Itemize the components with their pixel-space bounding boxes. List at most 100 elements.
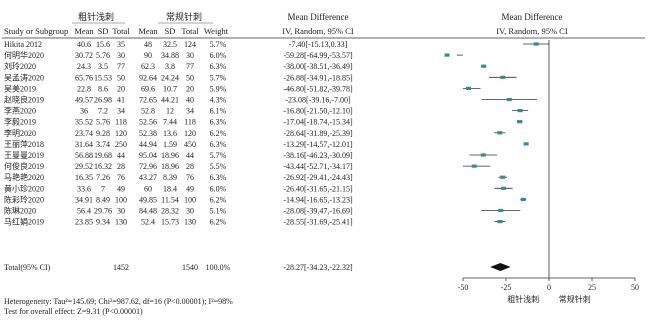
study-w-cell: 6.1% (210, 107, 227, 116)
study-n1-cell: 49 (117, 184, 125, 193)
study-name-cell: 黄小珍2020 (4, 183, 44, 193)
study-m2-cell: 95.04 (139, 151, 157, 160)
weight-header: Weight (204, 26, 229, 36)
study-name-cell: 吴孟涛2020 (4, 72, 44, 82)
study-w-cell: 6.0% (210, 184, 227, 193)
study-w-cell: 5.9% (210, 84, 227, 93)
study-m2-cell: 90 (144, 51, 152, 60)
study-sd1-cell: 5.76 (96, 51, 110, 60)
study-m1-cell: 30.72 (75, 51, 93, 60)
plot-column-subtitle: IV, Random, 95% CI (496, 26, 568, 36)
study-name-cell: 李燕2020 (4, 106, 36, 116)
study-n1-cell: 50 (117, 73, 125, 82)
study-m2-cell: 52.8 (141, 107, 155, 116)
ctrl-total-header: Total (181, 26, 199, 36)
x-tick-label: 50 (631, 283, 639, 292)
study-name-cell: 吴美2019 (4, 83, 36, 93)
total-n1-cell: 1452 (113, 263, 129, 272)
study-w-cell: 4.3% (210, 96, 227, 105)
study-n2-cell: 44 (186, 151, 194, 160)
study-m2-cell: 72.96 (139, 162, 157, 171)
study-sd1-cell: 8.49 (96, 195, 110, 204)
study-w-cell: 5.1% (210, 207, 227, 216)
study-n1-cell: 34 (117, 107, 125, 116)
study-m1-cell: 31.64 (75, 140, 93, 149)
study-w-cell: 6.3% (210, 173, 227, 182)
x-tick-label: -25 (501, 283, 512, 292)
ctrl-sd-header: SD (165, 26, 176, 36)
study-name-cell: 王丽萍2018 (4, 139, 44, 149)
study-n1-cell: 35 (117, 40, 125, 49)
point-estimate-marker (501, 186, 507, 190)
study-m1-cell: 56.4 (77, 207, 91, 216)
study-ci-cell: -16.80[-21.50,-12.10] (283, 107, 353, 116)
point-estimate-marker (517, 120, 523, 124)
study-ci-cell: -38.16[-46.23,-30.09] (283, 151, 353, 160)
total-ci-cell: -28.27[-34.23,-22.32] (283, 263, 353, 272)
study-sd1-cell: 15.53 (94, 73, 112, 82)
study-w-cell: 6.0% (210, 51, 227, 60)
study-column-header: Study or Subgroup (4, 26, 68, 36)
study-ci-cell: -38.00[-38.51,-36.49] (283, 62, 353, 71)
study-n1-cell: 30 (117, 51, 125, 60)
study-m1-cell: 65.76 (75, 73, 93, 82)
study-name-cell: 陈彩玲2020 (4, 194, 44, 204)
study-m2-cell: 52.38 (139, 129, 157, 138)
study-n1-cell: 100 (115, 195, 127, 204)
point-estimate-marker (480, 153, 486, 157)
study-sd1-cell: 9.34 (96, 218, 110, 227)
study-n1-cell: 250 (115, 140, 127, 149)
study-ci-cell: -26.40[-31.65,-21.15] (283, 184, 353, 193)
study-m1-cell: 29.52 (75, 162, 93, 171)
study-m1-cell: 40.6 (77, 40, 91, 49)
study-n2-cell: 40 (186, 96, 194, 105)
total-name-cell: Total(95% CI) (4, 263, 51, 272)
study-m1-cell: 16.35 (75, 173, 93, 182)
study-sd2-cell: 34.88 (161, 51, 179, 60)
study-ci-cell: -46.80[-51.82,-39.78] (283, 84, 353, 93)
study-sd2-cell: 28.32 (161, 207, 179, 216)
study-m1-cell: 23.74 (75, 129, 93, 138)
study-m1-cell: 34.91 (75, 195, 93, 204)
study-m2-cell: 72.65 (139, 96, 157, 105)
study-m1-cell: 49.57 (75, 96, 93, 105)
study-sd2-cell: 1.59 (163, 140, 177, 149)
exp-sd-header: SD (98, 26, 109, 36)
study-sd1-cell: 8.6 (98, 84, 108, 93)
study-sd2-cell: 44.21 (161, 96, 179, 105)
study-sd1-cell: 3.74 (96, 140, 110, 149)
point-estimate-marker (520, 197, 526, 201)
study-sd2-cell: 18.4 (163, 184, 177, 193)
point-estimate-marker (497, 131, 503, 135)
study-m2-cell: 44.94 (139, 140, 157, 149)
ctrl-mean-header: Mean (138, 26, 158, 36)
study-m2-cell: 62.3 (141, 62, 155, 71)
study-sd2-cell: 12 (166, 107, 174, 116)
study-sd2-cell: 18.96 (161, 162, 179, 171)
study-name-cell: 马红娟2019 (4, 217, 44, 227)
study-ci-cell: -13.29[-14.57,-12.01] (283, 140, 353, 149)
study-sd2-cell: 13.6 (163, 129, 177, 138)
md-column-subtitle: IV, Random, 95% CI (282, 26, 354, 36)
study-m1-cell: 23.85 (75, 218, 93, 227)
study-w-cell: 5.7% (210, 73, 227, 82)
study-m1-cell: 36 (80, 107, 88, 116)
point-estimate-marker (500, 175, 506, 179)
favours-left-label: 粗针浅刺 (507, 294, 539, 304)
point-estimate-marker (497, 220, 503, 224)
study-n2-cell: 118 (184, 118, 196, 127)
study-m2-cell: 48 (144, 40, 152, 49)
study-w-cell: 6.2% (210, 195, 227, 204)
study-m2-cell: 52.56 (139, 118, 157, 127)
study-m2-cell: 49.85 (139, 195, 157, 204)
study-sd2-cell: 24.24 (161, 73, 179, 82)
study-m1-cell: 33.6 (77, 184, 91, 193)
study-n1-cell: 41 (117, 96, 125, 105)
study-sd1-cell: 15.6 (96, 40, 110, 49)
study-w-cell: 5.7% (210, 151, 227, 160)
study-ci-cell: -17.04[-18.74,-15.34] (283, 118, 353, 127)
study-ci-cell: -28.55[-31.69,-25.41] (283, 218, 353, 227)
study-m2-cell: 92.64 (139, 73, 157, 82)
exp-total-header: Total (112, 26, 130, 36)
